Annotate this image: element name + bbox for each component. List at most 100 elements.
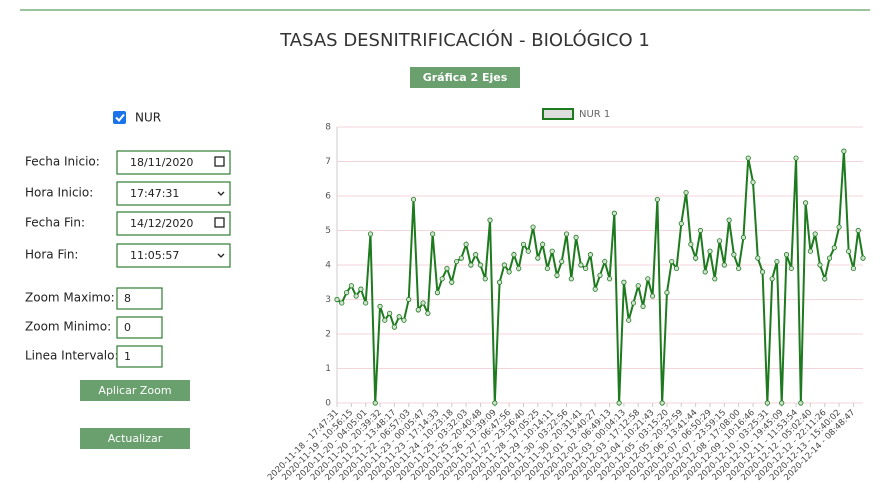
data-point [635, 283, 641, 289]
data-point [449, 279, 455, 285]
field-value: 1 [124, 350, 131, 363]
data-point [453, 258, 460, 265]
data-point [540, 241, 546, 247]
data-point [406, 296, 412, 303]
data-point [372, 400, 378, 406]
field-label: Hora Inicio: [25, 186, 93, 200]
data-point [544, 265, 551, 272]
data-point [477, 262, 484, 268]
data-point [597, 272, 603, 278]
field-value: 11:05:57 [130, 249, 179, 262]
data-point [693, 255, 699, 261]
number-input[interactable] [116, 345, 163, 368]
data-point [621, 279, 627, 285]
data-point [578, 262, 584, 268]
check-icon [115, 113, 125, 122]
field-label: Zoom Maximo: [25, 291, 115, 305]
data-point [755, 255, 761, 261]
data-point [807, 248, 814, 254]
data-point [736, 265, 742, 272]
data-point [678, 221, 684, 227]
field-value: 18/11/2020 [130, 156, 193, 169]
data-point [334, 296, 340, 303]
calendar-icon [214, 156, 225, 167]
two-axis-button[interactable] [410, 67, 520, 88]
data-point [430, 231, 436, 237]
y-tick-label: 0 [325, 399, 331, 409]
two-axis-button-label: Gráfica 2 Ejes [423, 71, 508, 84]
time-select[interactable] [116, 243, 231, 268]
data-point [386, 310, 393, 316]
number-input[interactable] [116, 287, 163, 310]
y-tick-label: 3 [325, 295, 331, 305]
data-point [654, 196, 660, 203]
field-label: Linea Intervalo: [25, 349, 119, 363]
data-point [358, 286, 364, 292]
data-point [616, 400, 622, 406]
data-point [377, 303, 383, 309]
field-value: 8 [124, 292, 131, 305]
field-value: 0 [124, 321, 131, 334]
data-point [606, 276, 613, 282]
data-point [640, 303, 646, 309]
data-point [683, 189, 689, 196]
data-point [482, 276, 488, 282]
number-input[interactable] [116, 316, 163, 339]
data-point [726, 217, 732, 223]
chevron-icon [217, 191, 225, 196]
data-point [363, 300, 369, 306]
data-point [759, 269, 766, 275]
data-point [487, 217, 493, 223]
data-point [391, 324, 397, 330]
data-point [554, 272, 560, 278]
data-point [707, 248, 713, 254]
data-point [573, 234, 579, 240]
legend-label: NUR 1 [579, 109, 610, 120]
data-point [382, 317, 388, 323]
data-point [535, 255, 541, 261]
data-point [803, 200, 809, 206]
data-point [817, 262, 823, 268]
data-point [793, 155, 799, 161]
data-point [587, 252, 594, 258]
zoom-button[interactable] [80, 380, 190, 401]
date-input[interactable] [116, 150, 231, 175]
legend-swatch [542, 108, 574, 120]
y-tick-label: 2 [325, 330, 331, 340]
y-tick-label: 4 [325, 261, 331, 271]
field-label: Fecha Inicio: [25, 155, 100, 169]
data-point [731, 252, 737, 258]
data-point [501, 262, 507, 268]
y-tick-label: 1 [325, 364, 331, 374]
data-point [473, 252, 479, 258]
field-label: Zoom Minimo: [25, 320, 111, 334]
date-input[interactable] [116, 211, 231, 236]
data-point [812, 231, 818, 237]
data-point [506, 269, 512, 275]
data-point [841, 148, 847, 154]
data-point [649, 293, 656, 299]
data-point [745, 155, 751, 161]
refresh-button-label: Actualizar [108, 432, 163, 445]
data-point [492, 400, 498, 406]
data-point [520, 241, 527, 247]
data-point [826, 255, 833, 261]
data-point [583, 265, 589, 272]
data-point [353, 293, 359, 299]
data-point [779, 400, 785, 406]
data-point [836, 224, 842, 230]
data-point [602, 258, 608, 265]
data-point [774, 258, 780, 265]
data-point [712, 276, 718, 282]
data-point [846, 248, 852, 254]
data-point [420, 300, 426, 306]
nur-checkbox[interactable] [113, 111, 126, 124]
time-select[interactable] [116, 181, 231, 206]
field-value: 17:47:31 [130, 187, 179, 200]
data-point [525, 248, 531, 254]
refresh-button[interactable] [80, 428, 190, 449]
data-point [339, 300, 345, 306]
page-title: TASAS DESNITRIFICACIÓN - BIOLÓGICO 1 [279, 29, 650, 51]
